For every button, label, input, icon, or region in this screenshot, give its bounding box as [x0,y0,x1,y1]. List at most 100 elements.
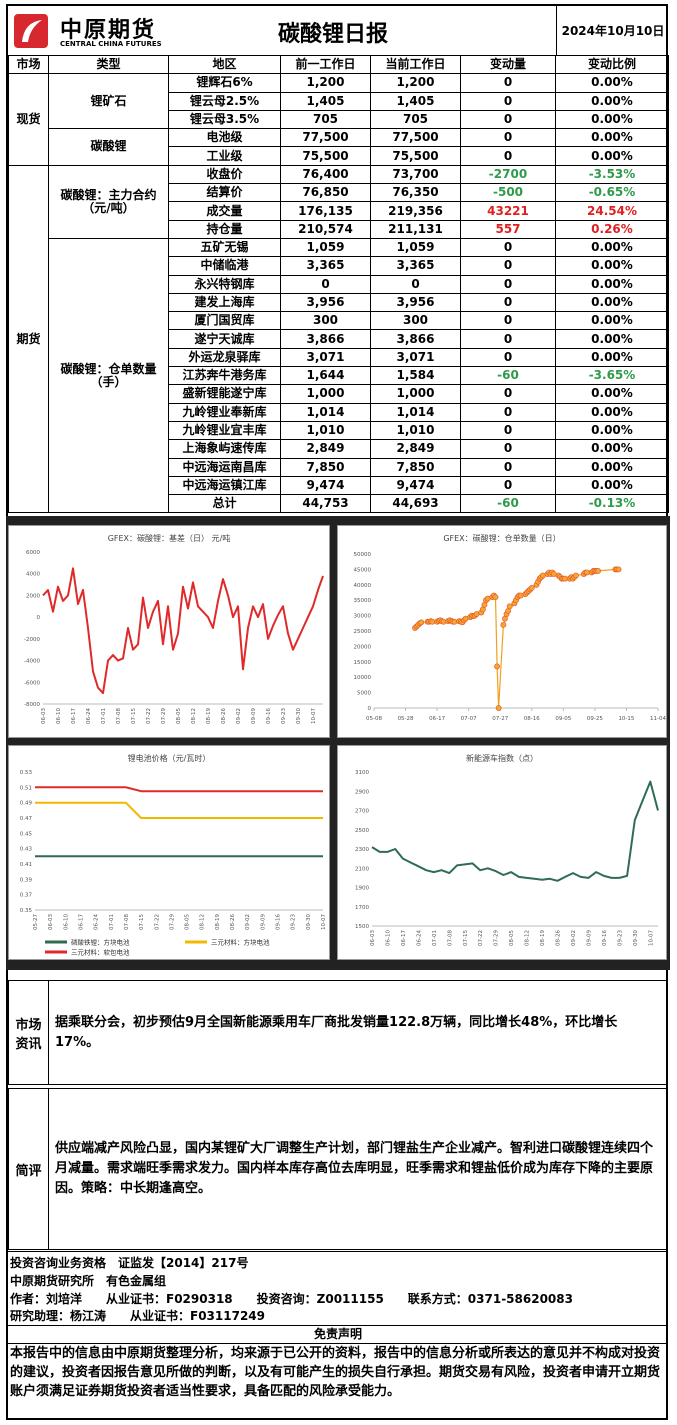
value-cell: 211,131 [370,219,461,239]
value-cell: 24.54% [555,201,669,221]
value-cell: 9,474 [280,475,371,496]
value-cell: 0.00% [555,256,669,276]
x-tick-label: 07-29 [169,914,175,930]
value-cell: -3.53% [555,164,669,185]
x-tick-label: 07-27 [492,716,508,722]
x-tick-label: 07-01 [101,708,107,724]
value-cell: 0 [460,475,556,496]
value-cell: 0.00% [555,109,669,130]
x-tick-label: 09-23 [617,930,623,946]
y-tick-label: 2900 [355,789,369,795]
y-tick-label: 5000 [357,691,371,697]
value-cell: 1,000 [370,384,461,404]
x-tick-label: 09-02 [236,708,242,724]
x-tick-label: 07-08 [124,914,130,930]
chart: 锂电池价格（元/瓦时） 0.35 0.37 0.39 0.41 0.43 0.45 0.47 0… [20,753,327,957]
value-cell: 0 [460,457,556,477]
y-tick-label: 40000 [354,583,372,589]
table-row: 碳酸锂：仓单数量（手） 五矿无锡 1,059 1,059 0 0.00% [9,237,669,514]
value-cell: 75,500 [280,146,371,166]
y-tick-label: 1500 [355,924,369,930]
value-cell: 300 [280,311,371,331]
table-row: 中储临港 3,365 3,365 0 0.00% [9,256,669,276]
x-tick-label: 06-17 [429,716,445,722]
y-tick-label: 0.35 [20,908,33,914]
x-tick-label: 07-15 [463,930,469,946]
y-tick-label: 0.51 [20,785,32,791]
x-tick-label: 07-29 [161,708,167,724]
type-cell: 碳酸锂：仓单数量（手） [48,237,169,514]
market-cell: 现货 [8,73,49,166]
region-cell: 总计 [168,494,281,514]
value-cell: 0 [460,128,556,148]
region-cell: 锂辉石6% [168,73,281,93]
y-tick-label: 0.43 [20,847,33,853]
point [462,615,469,622]
value-cell: 0 [460,347,556,368]
region-cell: 持仓量 [168,219,281,239]
value-cell: 3,365 [370,256,461,276]
x-tick-label: 05-27 [33,914,39,930]
value-cell: 1,010 [370,420,461,441]
value-cell: 1,014 [280,402,371,422]
x-tick-label: 07-01 [432,930,438,946]
x-tick-label: 09-16 [602,930,608,946]
value-cell: 705 [370,109,461,130]
value-cell: 73,700 [370,164,461,185]
x-tick-label: 06-24 [86,708,92,724]
value-cell: 44,693 [370,494,461,514]
region-cell: 九岭锂业宜丰库 [168,420,281,441]
table-row: 永兴特钢库 0 0 0 0.00% [9,274,669,294]
region-cell: 九岭锂业奉新库 [168,402,281,422]
series-line [414,568,619,709]
x-tick-label: 08-12 [525,930,531,946]
column-header: 类型 [48,54,169,75]
column-header: 市场 [8,54,49,75]
x-tick-label: 08-16 [524,716,540,722]
region-cell: 中远海运镇江库 [168,475,281,496]
point [451,618,458,625]
x-tick-label: 10-07 [311,708,317,724]
y-tick-label: 45000 [354,567,372,573]
point [440,618,447,625]
x-tick-label: 07-07 [461,716,477,722]
value-cell: 0.00% [555,420,669,441]
region-cell: 工业级 [168,146,281,166]
point [595,568,601,574]
value-cell: 9,474 [370,475,461,496]
y-tick-label: 2700 [355,809,369,815]
point [495,705,502,711]
value-cell: 0.00% [555,91,669,111]
value-cell: 0 [460,73,556,93]
y-tick-label: 0.45 [20,831,33,837]
type-cell: 锂矿石 [48,73,169,130]
region-cell: 中储临港 [168,256,281,276]
point [550,571,557,577]
value-cell: 0.00% [555,274,669,294]
value-cell: 0 [460,237,556,258]
x-tick-label: 09-16 [266,708,272,724]
y-tick-label: 0.41 [20,862,32,868]
value-cell: 0 [460,439,556,459]
y-tick-label: 0 [37,615,41,621]
x-tick-label: 09-30 [306,914,312,930]
x-tick-label: 08-19 [215,914,221,930]
value-cell: 2,849 [370,439,461,459]
value-cell: 1,059 [370,237,461,258]
value-cell: 1,405 [370,91,461,111]
value-cell: -0.13% [555,494,669,514]
comment-text: 供应端减产风险凸显，国内某锂矿大厂调整生产计划，部门锂盐生产企业减产。智利进口碳… [55,1141,654,1196]
point [494,663,500,670]
value-cell: 7,850 [370,457,461,477]
y-tick-label: 2100 [355,866,369,872]
point [573,572,579,579]
table-row: 中远海运镇江库 9,474 9,474 0 0.00% [9,475,669,496]
point [539,572,546,579]
value-cell: -500 [460,183,556,203]
point [418,619,425,626]
value-cell: 1,059 [280,237,371,258]
y-tick-label: 20000 [354,644,372,650]
table-row: 锂云母2.5% 1,405 1,405 0 0.00% [9,91,669,111]
value-cell: 77,500 [370,128,461,148]
value-cell: 0.00% [555,237,669,258]
